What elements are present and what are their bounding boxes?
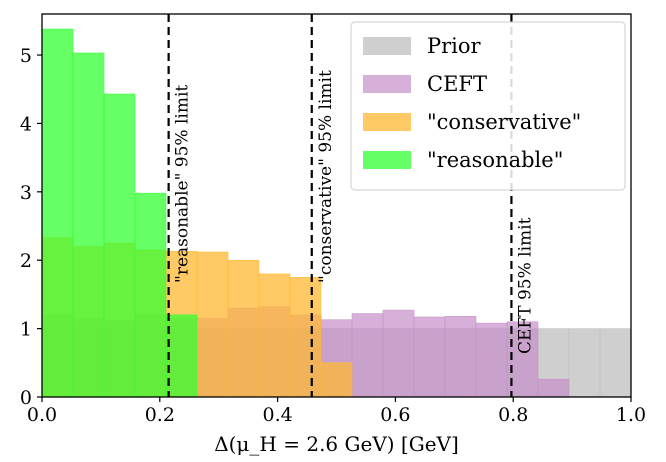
bar-series-3-bin-4 [165, 314, 198, 398]
bar-series-2-bin-8 [289, 277, 322, 398]
legend: Prior CEFT "conservative" "reasonable" [350, 21, 626, 191]
limit-lines: "reasonable" 95% limit "conservative" 95%… [167, 14, 535, 397]
legend-label-3: "reasonable" [427, 148, 563, 172]
x-tick-label-5: 1.0 [616, 404, 646, 426]
bar-series-0-bin-18 [599, 328, 632, 398]
x-tick-label-4: 0.8 [498, 404, 528, 426]
bar-series-1-bin-14 [475, 322, 508, 398]
bar-series-1-bin-12 [413, 316, 446, 398]
legend-swatch-2 [363, 113, 411, 131]
bar-series-2-bin-9 [320, 362, 353, 398]
y-tick-label-1: 1 [20, 319, 32, 341]
bar-series-2-bin-6 [227, 259, 260, 398]
x-tick-label-0: 0.0 [27, 404, 57, 426]
limit-label-2: CEFT 95% limit [515, 217, 535, 354]
y-tick-label-5: 5 [20, 45, 32, 67]
series-3 [41, 28, 198, 398]
y-tick-label-3: 3 [20, 182, 32, 204]
legend-swatch-3 [363, 151, 411, 169]
bar-series-1-bin-16 [537, 378, 570, 398]
histogram-bars [41, 28, 632, 398]
bar-series-2-bin-7 [258, 273, 291, 398]
bar-series-3-bin-3 [134, 192, 167, 398]
legend-label-2: "conservative" [427, 110, 581, 134]
limit-label-1: "conservative" 95% limit [316, 70, 336, 283]
legend-swatch-0 [363, 37, 411, 55]
legend-label-0: Prior [427, 34, 482, 58]
legend-swatch-1 [363, 75, 411, 93]
legend-label-1: CEFT [427, 72, 487, 96]
limit-label-0: "reasonable" 95% limit [173, 85, 193, 283]
y-tick-label-4: 4 [20, 113, 32, 135]
x-axis-ticks: 0.0 0.2 0.4 0.6 0.8 1.0 [27, 397, 646, 426]
x-axis-label: Δ(μ_H = 2.6 GeV) [GeV] [214, 432, 459, 456]
y-axis-ticks: 0 1 2 3 4 5 [20, 45, 42, 409]
y-tick-label-0: 0 [20, 387, 32, 409]
plot-frame [41, 13, 632, 398]
bar-series-1-bin-11 [382, 309, 415, 398]
bar-series-0-bin-17 [568, 328, 601, 398]
x-tick-label-3: 0.6 [380, 404, 410, 426]
bar-series-3-bin-0 [41, 28, 74, 398]
bar-series-3-bin-2 [103, 93, 136, 398]
bar-series-1-bin-13 [444, 315, 477, 398]
x-tick-label-2: 0.4 [262, 404, 292, 426]
bar-series-1-bin-10 [351, 313, 384, 398]
bar-series-3-bin-1 [72, 52, 105, 398]
bar-series-2-bin-5 [196, 251, 229, 398]
y-tick-label-2: 2 [20, 250, 32, 272]
x-tick-label-1: 0.2 [145, 404, 175, 426]
legend-box [350, 21, 626, 191]
